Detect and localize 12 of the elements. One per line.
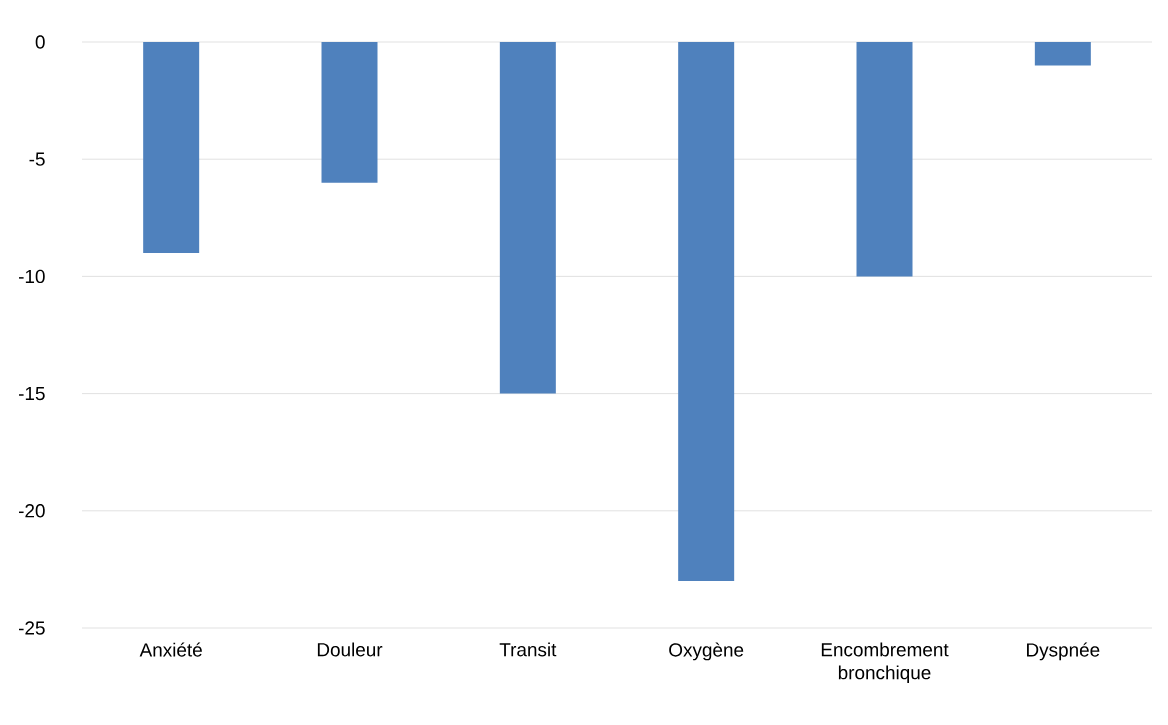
x-tick-label: Douleur [317, 642, 383, 657]
x-tick-label: Encombrement bronchique [821, 642, 949, 684]
y-tick-label: -5 [29, 152, 45, 166]
y-tick-label: 0 [35, 35, 45, 49]
x-tick-label: Oxygène [669, 642, 744, 661]
x-tick-label: Dyspnée [1027, 642, 1100, 661]
y-tick-label: -10 [18, 269, 45, 284]
x-tick-label: Transit [499, 642, 557, 657]
y-tick-label: -20 [18, 504, 45, 518]
y-tick-label: -25 [18, 621, 45, 635]
y-tick-label: -15 [18, 387, 45, 401]
x-tick-label: Anxiété [139, 642, 202, 657]
